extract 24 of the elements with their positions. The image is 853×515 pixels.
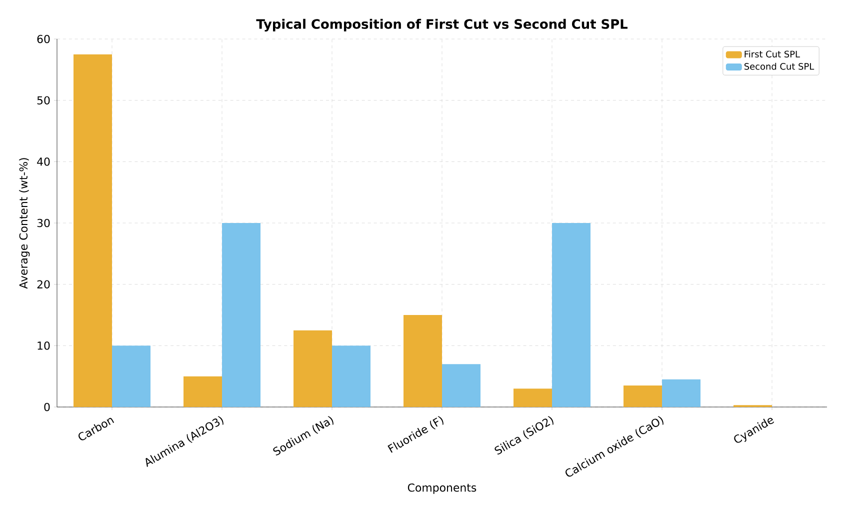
- legend-label: Second Cut SPL: [744, 62, 814, 70]
- bar: [552, 223, 590, 407]
- bar: [112, 346, 150, 407]
- chart-title: Typical Composition of First Cut vs Second Cut SPL: [256, 18, 628, 32]
- y-tick-label: 50: [37, 96, 50, 104]
- y-tick-label: 40: [37, 158, 50, 166]
- y-tick-label: 10: [38, 342, 50, 350]
- y-axis-title: Average Content (wt-%): [19, 158, 30, 289]
- y-tick-label: 30: [37, 218, 50, 228]
- y-tick-label: 0: [44, 402, 50, 412]
- bar: [332, 346, 370, 407]
- bar: [624, 386, 662, 407]
- bar: [662, 379, 700, 407]
- y-tick-label: 20: [37, 280, 50, 288]
- y-tick-label: 60: [37, 34, 50, 44]
- bar: [514, 388, 552, 407]
- legend-label: First Cut SPL: [744, 50, 800, 58]
- x-axis-title: Components: [408, 483, 476, 494]
- bar: [222, 223, 260, 407]
- bar: [184, 376, 222, 407]
- bar: [404, 315, 442, 407]
- bar: [294, 330, 332, 407]
- bar: [442, 364, 480, 407]
- bar: [74, 54, 112, 407]
